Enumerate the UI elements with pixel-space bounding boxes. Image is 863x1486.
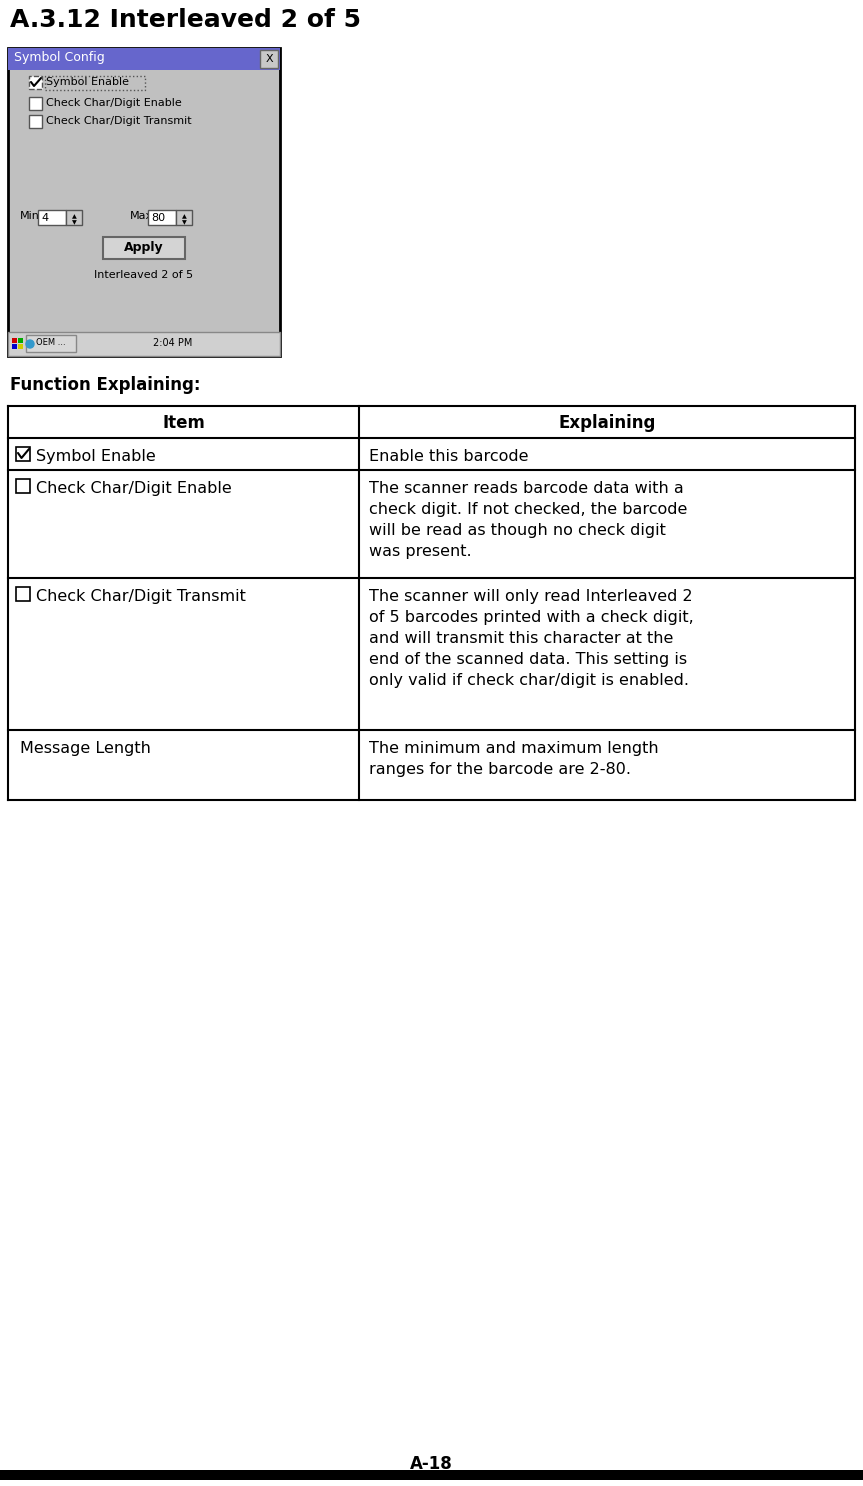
Bar — [103, 236, 185, 259]
Text: Min: Min — [20, 211, 40, 221]
Text: Symbol Enable: Symbol Enable — [36, 449, 155, 464]
Bar — [29, 114, 42, 128]
Text: X: X — [265, 53, 273, 64]
Text: and will transmit this character at the: and will transmit this character at the — [369, 632, 673, 646]
Text: ▼: ▼ — [181, 220, 186, 224]
Text: A-18: A-18 — [410, 1455, 452, 1473]
Text: Function Explaining:: Function Explaining: — [10, 376, 200, 394]
Text: Message Length: Message Length — [20, 742, 151, 756]
Text: end of the scanned data. This setting is: end of the scanned data. This setting is — [369, 652, 687, 667]
Bar — [8, 48, 280, 357]
Text: 80: 80 — [151, 212, 165, 223]
Text: Symbol Config: Symbol Config — [14, 51, 104, 64]
Text: Max: Max — [130, 211, 153, 221]
Bar — [18, 343, 23, 349]
Text: was present.: was present. — [369, 544, 471, 559]
Bar — [176, 210, 192, 224]
Bar — [45, 76, 145, 91]
Bar — [0, 1470, 863, 1480]
Text: Item: Item — [162, 415, 205, 432]
Text: A.3.12 Interleaved 2 of 5: A.3.12 Interleaved 2 of 5 — [10, 7, 361, 33]
Text: of 5 barcodes printed with a check digit,: of 5 barcodes printed with a check digit… — [369, 609, 694, 626]
Text: The minimum and maximum length: The minimum and maximum length — [369, 742, 658, 756]
Bar — [29, 97, 42, 110]
Circle shape — [26, 340, 34, 348]
Text: check digit. If not checked, the barcode: check digit. If not checked, the barcode — [369, 502, 687, 517]
Bar — [18, 337, 23, 343]
Text: The scanner reads barcode data with a: The scanner reads barcode data with a — [369, 481, 683, 496]
Text: OEM ...: OEM ... — [36, 337, 66, 348]
Bar — [29, 76, 42, 89]
Bar — [26, 334, 76, 352]
Bar — [38, 210, 66, 224]
Bar — [8, 48, 280, 70]
Text: Interleaved 2 of 5: Interleaved 2 of 5 — [94, 270, 193, 279]
Text: ▲: ▲ — [181, 214, 186, 218]
Text: Enable this barcode: Enable this barcode — [369, 449, 528, 464]
Text: ▼: ▼ — [72, 220, 76, 224]
Bar — [16, 447, 30, 461]
Text: Symbol Enable: Symbol Enable — [46, 77, 129, 88]
Bar — [8, 331, 280, 357]
Text: Check Char/Digit Enable: Check Char/Digit Enable — [36, 481, 232, 496]
Bar — [16, 587, 30, 600]
Text: Check Char/Digit Transmit: Check Char/Digit Transmit — [36, 588, 246, 603]
Bar — [12, 343, 17, 349]
Bar — [16, 478, 30, 493]
Bar — [260, 51, 278, 68]
Bar — [66, 210, 82, 224]
Text: 4: 4 — [41, 212, 48, 223]
Text: will be read as though no check digit: will be read as though no check digit — [369, 523, 666, 538]
Text: Check Char/Digit Enable: Check Char/Digit Enable — [46, 98, 182, 108]
Text: ▲: ▲ — [72, 214, 76, 218]
Text: Check Char/Digit Transmit: Check Char/Digit Transmit — [46, 116, 192, 126]
Text: The scanner will only read Interleaved 2: The scanner will only read Interleaved 2 — [369, 588, 693, 603]
Bar — [148, 210, 176, 224]
Text: 2:04 PM: 2:04 PM — [154, 337, 192, 348]
Text: only valid if check char/digit is enabled.: only valid if check char/digit is enable… — [369, 673, 689, 688]
Text: ranges for the barcode are 2-80.: ranges for the barcode are 2-80. — [369, 762, 631, 777]
Bar — [12, 337, 17, 343]
Text: Explaining: Explaining — [558, 415, 656, 432]
Text: Apply: Apply — [124, 241, 164, 254]
